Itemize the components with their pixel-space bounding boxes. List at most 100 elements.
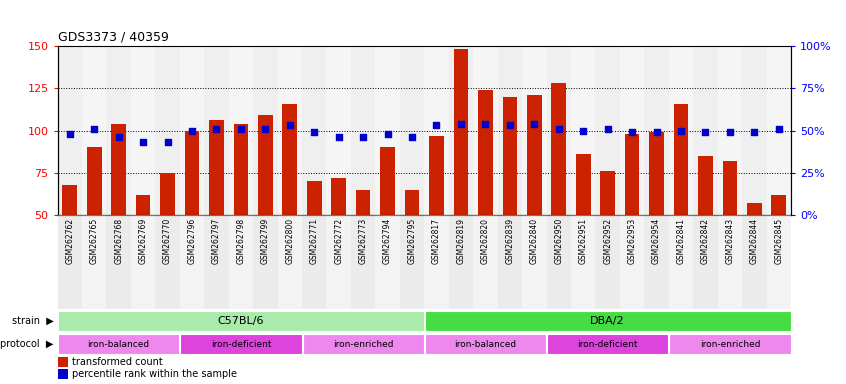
Bar <box>571 215 596 309</box>
Point <box>576 127 590 134</box>
Point <box>283 122 297 129</box>
Text: GSM262845: GSM262845 <box>774 218 783 264</box>
Bar <box>698 156 713 215</box>
Point <box>503 122 517 129</box>
Point <box>332 134 345 141</box>
Bar <box>58 357 68 367</box>
Bar <box>673 104 689 215</box>
Bar <box>669 334 790 354</box>
Bar <box>425 311 790 331</box>
Bar <box>327 215 351 309</box>
Point <box>63 131 76 137</box>
Text: GSM262954: GSM262954 <box>652 218 661 264</box>
Text: GSM262771: GSM262771 <box>310 218 319 264</box>
Text: iron-deficient: iron-deficient <box>577 339 638 349</box>
Bar <box>742 215 766 309</box>
Bar <box>112 124 126 215</box>
Text: GSM262842: GSM262842 <box>701 218 710 264</box>
Bar <box>107 215 131 309</box>
Bar <box>351 46 376 215</box>
Bar <box>596 215 620 309</box>
Bar <box>766 215 791 309</box>
Point <box>259 126 272 132</box>
Point <box>161 139 174 146</box>
Text: iron-balanced: iron-balanced <box>88 339 150 349</box>
Point <box>723 129 737 135</box>
Text: iron-balanced: iron-balanced <box>454 339 516 349</box>
Point <box>234 126 248 132</box>
Bar <box>717 46 742 215</box>
Point <box>430 122 443 129</box>
Bar <box>645 46 668 215</box>
Bar <box>156 46 179 215</box>
Bar <box>277 46 302 215</box>
Text: GSM262820: GSM262820 <box>481 218 490 264</box>
Bar <box>135 195 151 215</box>
Bar <box>620 215 645 309</box>
Bar <box>303 334 424 354</box>
Point <box>405 134 419 141</box>
Text: DBA/2: DBA/2 <box>591 316 625 326</box>
Bar <box>58 215 82 309</box>
Point <box>528 121 541 127</box>
Bar <box>473 215 497 309</box>
Text: strain  ▶: strain ▶ <box>12 316 53 326</box>
Bar <box>184 131 200 215</box>
Point <box>381 131 394 137</box>
Bar <box>552 83 566 215</box>
Text: GSM262841: GSM262841 <box>677 218 685 264</box>
Bar <box>351 215 376 309</box>
Bar <box>478 90 492 215</box>
Point <box>699 129 712 135</box>
Bar <box>87 147 102 215</box>
Text: GSM262952: GSM262952 <box>603 218 613 264</box>
Bar <box>179 215 204 309</box>
Bar <box>180 334 301 354</box>
Point <box>454 121 468 127</box>
Bar <box>204 215 228 309</box>
Bar <box>228 46 253 215</box>
Text: GSM262843: GSM262843 <box>725 218 734 264</box>
Bar <box>624 134 640 215</box>
Bar <box>448 215 473 309</box>
Bar <box>742 46 766 215</box>
Bar <box>766 46 791 215</box>
Bar <box>522 215 547 309</box>
Point <box>87 126 101 132</box>
Bar <box>717 215 742 309</box>
Bar <box>160 173 175 215</box>
Bar <box>82 46 107 215</box>
Bar <box>649 132 664 215</box>
Text: GSM262797: GSM262797 <box>212 218 221 264</box>
Bar <box>547 334 668 354</box>
Text: protocol  ▶: protocol ▶ <box>0 339 53 349</box>
Bar <box>204 46 228 215</box>
Text: GSM262773: GSM262773 <box>359 218 368 264</box>
Point <box>772 126 786 132</box>
Bar <box>448 46 473 215</box>
Text: percentile rank within the sample: percentile rank within the sample <box>72 369 237 379</box>
Text: GSM262796: GSM262796 <box>188 218 196 264</box>
Bar <box>107 46 131 215</box>
Text: GSM262839: GSM262839 <box>505 218 514 264</box>
Bar <box>376 46 400 215</box>
Bar <box>601 171 615 215</box>
Bar <box>527 95 541 215</box>
Bar <box>332 178 346 215</box>
Bar <box>747 203 761 215</box>
Point <box>748 129 761 135</box>
Bar <box>58 369 68 379</box>
Bar <box>453 50 469 215</box>
Bar <box>668 46 693 215</box>
Text: GSM262762: GSM262762 <box>65 218 74 264</box>
Text: GSM262819: GSM262819 <box>457 218 465 264</box>
Bar <box>58 334 179 354</box>
Text: GSM262798: GSM262798 <box>236 218 245 264</box>
Text: transformed count: transformed count <box>72 357 162 367</box>
Bar <box>404 190 420 215</box>
Point <box>625 129 639 135</box>
Text: GSM262768: GSM262768 <box>114 218 124 264</box>
Bar <box>179 46 204 215</box>
Bar <box>522 46 547 215</box>
Text: GSM262795: GSM262795 <box>408 218 416 264</box>
